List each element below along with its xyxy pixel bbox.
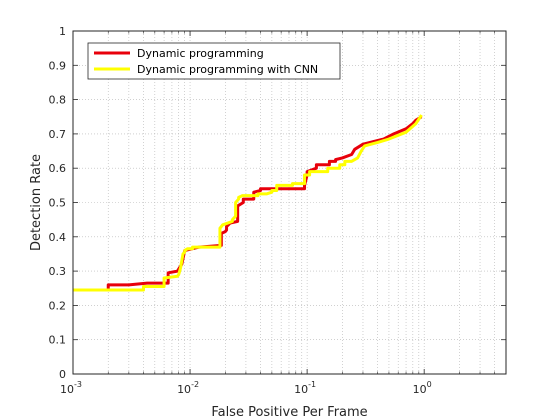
y-tick-label: 0.3 [49,265,67,278]
x-tick-label: 100 [413,380,432,396]
tick-labels: 10-3 10-2 10-1 10000.10.20.30.40.50.60.70.8… [49,25,432,396]
x-tick-label-base: 10 [177,383,191,396]
y-tick-label: 0.2 [49,299,67,312]
legend: Dynamic programming Dynamic programming … [87,42,341,80]
x-tick-label-exponent: 0 [427,380,432,389]
y-tick-label: 0.9 [49,59,67,72]
series-layer [73,114,423,292]
ticks [72,30,507,375]
x-tick-label: 10-2 [177,380,199,396]
x-tick-label-base: 10 [294,383,308,396]
y-tick-label: 1 [59,25,66,38]
y-tick-label: 0.1 [49,334,67,347]
x-tick-label: 10-1 [294,380,316,396]
y-tick-label: 0.7 [49,128,67,141]
legend-box [87,42,341,80]
x-tick-label: 10-3 [60,380,82,396]
x-tick-label-exponent: -2 [191,380,199,389]
series-line-dynamic-programming-with-cnn [73,114,423,292]
x-tick-label-exponent: -3 [74,380,82,389]
grid [73,31,506,374]
x-tick-label-base: 10 [60,383,74,396]
y-axis-title: Detection Rate [29,154,44,251]
x-tick-label-exponent: -1 [308,380,316,389]
x-tick-label-base: 10 [413,383,427,396]
y-tick-label: 0 [59,368,66,381]
y-tick-label: 0.5 [49,197,67,210]
y-tick-label: 0.4 [49,231,67,244]
legend-label-dynamic-programming-with-cnn: Dynamic programming with CNN [137,63,318,76]
y-tick-label: 0.8 [49,94,67,107]
y-tick-label: 0.6 [49,162,67,175]
x-axis-title: False Positive Per Frame [211,405,367,420]
legend-label-dynamic-programming: Dynamic programming [137,47,264,60]
